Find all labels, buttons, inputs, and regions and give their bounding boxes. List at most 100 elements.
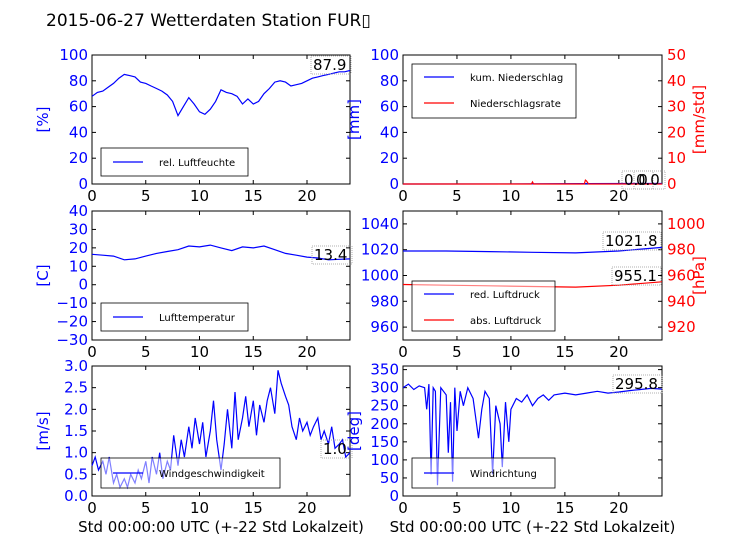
y-tick-label: 20: [380, 149, 399, 167]
legend-entry: abs. Luftdruck: [470, 316, 541, 327]
series-line-lufttemperatur: [91, 244, 351, 261]
y2-tick-label: 0: [667, 175, 677, 193]
x-tick-label: 5: [141, 343, 151, 361]
y-tick-label: 100: [370, 46, 399, 64]
x-tick-label: 10: [501, 499, 520, 517]
x-axis-label: Std 00:00:00 UTC (+-22 Std Lokalzeit): [78, 518, 364, 536]
x-tick-label: 20: [609, 187, 628, 205]
y-tick-label: 150: [370, 433, 399, 451]
current-value-label-box: [612, 374, 663, 394]
legend-box: [100, 457, 281, 489]
y-tick-label: −30: [56, 331, 88, 349]
y-tick-label: −10: [56, 294, 88, 312]
y-tick-label: 1040: [361, 215, 399, 233]
y-tick-label: 350: [370, 361, 399, 379]
y2-tick-label: 40: [667, 72, 686, 90]
y-axis-label: [%]: [34, 107, 52, 133]
current-value-label-2-box: [633, 170, 666, 190]
current-value-label: 13.4: [314, 246, 347, 264]
current-value-label-box: [310, 55, 352, 75]
y-tick-label: 3.0: [64, 357, 88, 375]
legend-entry: Niederschlagsrate: [470, 99, 561, 110]
y2-tick-label: 20: [667, 123, 686, 141]
y-tick-label: 0: [389, 175, 399, 193]
chart-panel-precip: 0 5 10 15 20 0 20 40 60 80 100 0 10 20 30 40 50 [mm] [mm/s…: [345, 46, 708, 205]
x-tick-label: 10: [190, 343, 209, 361]
y-tick-label: 20: [69, 149, 88, 167]
legend-entry: kum. Niederschlag: [470, 73, 563, 84]
y2-tick-label: 940: [667, 292, 696, 310]
current-value-label-box: [602, 231, 662, 251]
x-tick-label: 5: [452, 343, 462, 361]
y2-tick-label: 960: [667, 267, 696, 285]
current-value-label-box: [311, 245, 353, 265]
legend-entry: Windgeschwindigkeit: [159, 469, 265, 480]
series-line-rel-luftfeuchte: [91, 69, 351, 117]
x-tick-label: 10: [190, 499, 209, 517]
y-tick-label: 80: [380, 72, 399, 90]
current-value-label-box: [320, 439, 353, 459]
x-tick-label: 10: [501, 343, 520, 361]
legend-box: [411, 63, 577, 119]
chart-panel-pressure: 0 5 10 15 20 960 980 1000 1020 1040 920 940 960 980 10…: [361, 210, 708, 361]
current-value-label: 295.8: [615, 375, 658, 393]
x-tick-label: 20: [609, 343, 628, 361]
y-tick-label: 2.0: [64, 400, 88, 418]
legend-entry: Lufttemperatur: [159, 313, 236, 324]
legend-entry: red. Luftdruck: [470, 290, 540, 301]
x-tick-label: 15: [244, 499, 263, 517]
series-line-niederschlagsrate: [403, 179, 662, 185]
y2-tick-label: 980: [667, 241, 696, 259]
current-value-label-2-box: [611, 266, 662, 286]
y-tick-label: 0.0: [64, 487, 88, 505]
x-tick-label: 0: [398, 343, 408, 361]
y-tick-label: 40: [69, 123, 88, 141]
y-tick-label: 1020: [361, 241, 399, 259]
x-tick-label: 5: [141, 499, 151, 517]
y2-tick-label: 30: [667, 98, 686, 116]
y-tick-label: 980: [370, 292, 399, 310]
y-axis-label: [C]: [34, 264, 52, 286]
chart-panel-temperature: 0 5 10 15 20−30−20−10010203040[C]Lufttempera…: [34, 202, 353, 361]
current-value-label-2: 955.1: [614, 267, 657, 285]
legend-box: [100, 147, 249, 177]
y-tick-label: 250: [370, 397, 399, 415]
y-axis-label: [deg]: [345, 411, 363, 451]
y2-axis-label: [hPa]: [690, 256, 708, 295]
y-tick-label: 60: [69, 98, 88, 116]
chart-panel-humidity: 0 5 10 15 20 0 20 40 60 80 100 [%] rel. Luftfeuchte 8…: [34, 46, 352, 205]
y-tick-label: 0: [389, 487, 399, 505]
y-tick-label: 100: [59, 46, 88, 64]
x-tick-label: 10: [501, 187, 520, 205]
y-tick-label: 0.5: [64, 465, 88, 483]
current-value-label: 1.0: [323, 440, 347, 458]
y2-tick-label: 1000: [667, 215, 705, 233]
x-tick-label: 20: [609, 499, 628, 517]
x-tick-label: 0: [87, 499, 97, 517]
x-tick-label: 20: [297, 187, 316, 205]
y-tick-label: 200: [370, 415, 399, 433]
y-tick-label: 300: [370, 379, 399, 397]
chart-panel-wind: 0 5 10 15 20 0.0 0.5 1.0 1.5 2.0 2.5 3.0 [m/s] Std 00…: [34, 357, 364, 536]
y-tick-label: 50: [380, 469, 399, 487]
y-tick-label: −20: [56, 313, 88, 331]
y-tick-label: 960: [370, 318, 399, 336]
y-tick-label: 40: [380, 123, 399, 141]
y-tick-label: 0: [78, 175, 88, 193]
x-tick-label: 0: [87, 187, 97, 205]
y-tick-label: 1.5: [64, 422, 88, 440]
current-value-label: 0.0: [624, 171, 648, 189]
y-tick-label: 80: [69, 72, 88, 90]
x-tick-label: 15: [555, 499, 574, 517]
x-tick-label: 15: [555, 343, 574, 361]
series-line-windrichtung: [402, 383, 663, 486]
y-tick-label: 1.0: [64, 444, 88, 462]
figure-title: 2015-06-27 Wetterdaten Station FUR▯: [46, 11, 371, 31]
x-tick-label: 10: [190, 187, 209, 205]
current-value-label-2: 0.0: [636, 171, 660, 189]
series-line-red-luftdruck: [403, 246, 663, 254]
y-axis-label: [mm]: [345, 99, 363, 140]
